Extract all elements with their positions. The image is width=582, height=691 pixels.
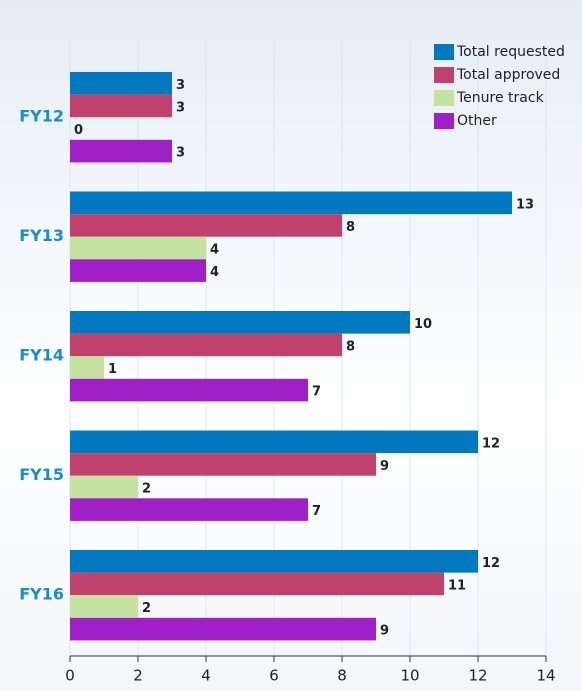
- value-label: 13: [516, 197, 534, 212]
- legend-label: Other: [457, 113, 497, 129]
- value-label: 3: [176, 100, 185, 115]
- bar: [70, 356, 104, 379]
- value-label: 0: [74, 123, 83, 138]
- value-label: 11: [448, 578, 466, 593]
- x-tick-label: 6: [269, 667, 279, 685]
- bar: [70, 572, 444, 596]
- legend-label: Total approved: [456, 67, 560, 83]
- value-label: 9: [380, 459, 389, 474]
- bar: [70, 617, 376, 641]
- bar: [70, 72, 172, 95]
- value-label: 2: [142, 482, 151, 497]
- legend-swatch: [434, 67, 454, 83]
- value-label: 8: [346, 220, 355, 235]
- bar: [70, 498, 308, 521]
- value-label: 1: [108, 362, 117, 377]
- value-label: 9: [380, 624, 389, 639]
- category-label: FY14: [19, 346, 64, 365]
- legend-label: Total requested: [456, 44, 565, 60]
- value-label: 8: [346, 339, 355, 354]
- value-label: 7: [312, 504, 321, 519]
- x-tick-label: 10: [400, 667, 419, 685]
- bar: [70, 430, 478, 454]
- bar: [70, 550, 478, 573]
- value-label: 12: [482, 436, 500, 451]
- bar: [70, 214, 342, 237]
- category-label: FY12: [19, 107, 64, 126]
- x-tick-label: 12: [468, 667, 487, 685]
- bar: [70, 94, 172, 118]
- value-label: 7: [312, 385, 321, 400]
- value-label: 3: [176, 146, 185, 161]
- legend-swatch: [434, 113, 454, 129]
- value-label: 12: [482, 556, 500, 571]
- bar: [70, 378, 308, 402]
- bar: [70, 139, 172, 163]
- value-label: 4: [210, 265, 219, 280]
- value-label: 10: [414, 317, 432, 332]
- bar: [70, 311, 410, 334]
- category-label: FY13: [19, 226, 64, 245]
- bar: [70, 595, 138, 618]
- bar: [70, 236, 206, 260]
- bar: [70, 453, 376, 476]
- bar: [70, 475, 138, 499]
- legend-label: Tenure track: [456, 90, 545, 106]
- x-tick-label: 4: [201, 667, 211, 685]
- category-label: FY16: [19, 585, 64, 604]
- x-tick-label: 8: [337, 667, 347, 685]
- x-tick-label: 2: [133, 667, 143, 685]
- bar: [70, 191, 512, 215]
- bar: [70, 333, 342, 357]
- value-label: 4: [210, 243, 219, 258]
- value-label: 2: [142, 601, 151, 616]
- value-label: 3: [176, 78, 185, 93]
- x-tick-label: 14: [536, 667, 555, 685]
- legend-swatch: [434, 90, 454, 106]
- legend-swatch: [434, 44, 454, 60]
- category-label: FY15: [19, 465, 64, 484]
- bar: [70, 259, 206, 282]
- x-tick-label: 0: [65, 667, 75, 685]
